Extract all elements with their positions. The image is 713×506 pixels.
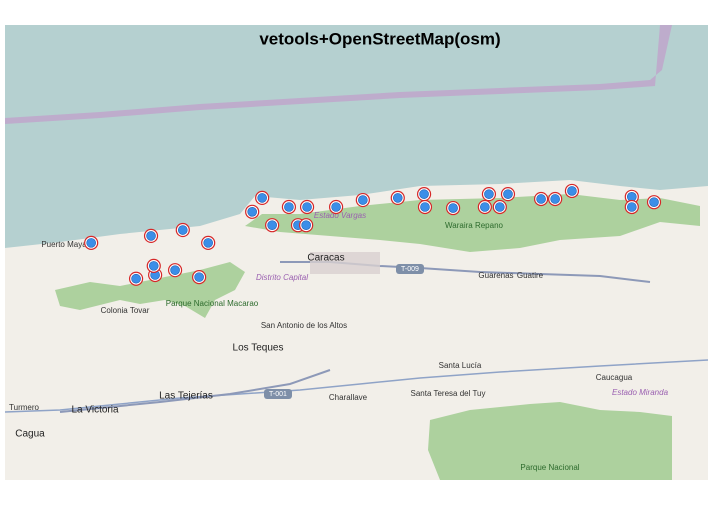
station-point [480,202,490,212]
station-point [170,265,180,275]
station-point [177,225,188,235]
station-point [649,197,659,207]
park-south [428,402,672,480]
station-point [503,189,513,199]
place-label: San Antonio de los Altos [261,321,347,330]
place-label: Estado Miranda [612,388,669,397]
place-label: Los Teques [233,343,284,354]
station-point [148,261,159,271]
road-shield [264,389,292,399]
station-point [484,189,494,199]
station-point [392,193,403,203]
station-point [627,202,637,212]
place-label: Charallave [329,393,368,402]
station-point [247,207,257,217]
station-point [302,202,312,212]
city-area [310,252,380,274]
station-point [419,189,429,199]
place-label: Santa Teresa del Tuy [410,389,485,398]
place-label: Caracas [307,253,344,264]
station-point [267,220,277,230]
place-label: Turmero [9,403,39,412]
station-point [420,202,430,212]
station-point [301,220,311,230]
place-label: Santa Lucía [439,361,482,370]
place-label: Waraira Repano [445,221,504,230]
station-point [203,238,213,248]
station-point [194,272,204,282]
road-label: T-001 [269,391,287,398]
park-waraira-repano [245,194,700,252]
place-label: Colonia Tovar [101,306,150,315]
station-point [257,193,267,203]
place-label: Guarenas [478,271,513,280]
station-point [567,186,577,196]
station-point [86,238,96,248]
station-point [146,231,156,241]
place-label: Parque Nacional Macarao [166,299,259,308]
station-point [331,202,341,212]
place-label: Caucagua [596,373,633,382]
highway-t001 [59,369,331,413]
place-label: Puerto Maya [41,240,87,249]
station-point [131,273,141,284]
station-point [284,202,294,212]
river [4,359,709,413]
station-point [536,194,546,204]
place-label: Guatire [517,271,544,280]
place-label: Parque Nacional [520,463,579,472]
road-label: T-009 [401,266,419,273]
road-shield [396,264,424,274]
station-point [550,194,560,204]
place-label: Cagua [15,429,45,440]
maritime-boundary [5,25,672,124]
title: vetools+OpenStreetMap(osm) [259,29,500,48]
station-point [358,195,368,205]
place-label: Las Tejerías [159,391,213,402]
place-label: Estado Vargas [314,211,366,220]
place-label: La Victoria [71,405,119,416]
place-label: Distrito Capital [256,273,308,282]
station-point [448,203,458,213]
station-point [495,202,505,212]
